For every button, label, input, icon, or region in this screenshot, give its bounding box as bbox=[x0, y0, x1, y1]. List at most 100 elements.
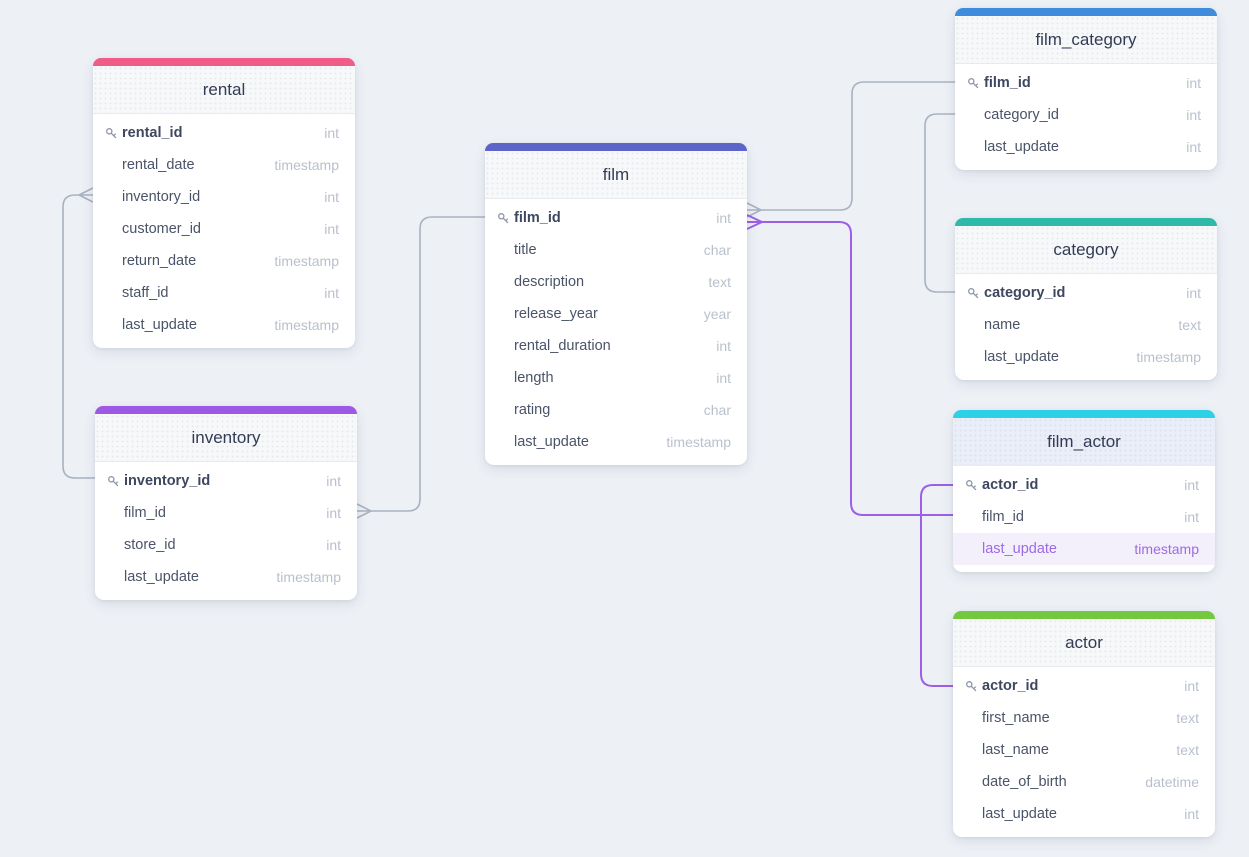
table-row[interactable]: last_update timestamp bbox=[485, 426, 747, 458]
connector-film_actor-actor[interactable] bbox=[920, 484, 953, 687]
connector-line bbox=[762, 221, 953, 516]
field-name: first_name bbox=[982, 710, 1050, 726]
table-title[interactable]: inventory bbox=[95, 414, 357, 462]
table-film_category[interactable]: film_category film_id int category_id int la… bbox=[955, 8, 1217, 170]
connector-inventory-film[interactable] bbox=[356, 216, 485, 519]
table-row[interactable]: date_of_birth datetime bbox=[953, 766, 1215, 798]
primary-key-icon bbox=[968, 77, 979, 88]
table-row[interactable]: last_update timestamp bbox=[953, 533, 1215, 565]
table-row[interactable]: category_id int bbox=[955, 99, 1217, 131]
connector-line bbox=[62, 194, 95, 479]
table-row[interactable]: rating char bbox=[485, 394, 747, 426]
table-row[interactable]: release_year year bbox=[485, 298, 747, 330]
table-row[interactable]: actor_id int bbox=[953, 670, 1215, 702]
connector-rental-inventory[interactable] bbox=[62, 187, 95, 479]
table-title[interactable]: category bbox=[955, 226, 1217, 274]
table-row[interactable]: rental_id int bbox=[93, 117, 355, 149]
table-fields: actor_id int first_name text last_name text da… bbox=[953, 667, 1215, 837]
table-row[interactable]: actor_id int bbox=[953, 469, 1215, 501]
field-type: timestamp bbox=[274, 157, 339, 173]
table-row[interactable]: film_id int bbox=[953, 501, 1215, 533]
crow-foot-icon bbox=[746, 214, 763, 230]
table-row[interactable]: inventory_id int bbox=[93, 181, 355, 213]
table-row[interactable]: customer_id int bbox=[93, 213, 355, 245]
field-type: int bbox=[326, 505, 341, 521]
field-name: last_update bbox=[984, 139, 1059, 155]
table-rental[interactable]: rental rental_id int rental_date timestamp i… bbox=[93, 58, 355, 348]
primary-key-icon bbox=[498, 212, 509, 223]
table-row[interactable]: last_update int bbox=[955, 131, 1217, 163]
table-row[interactable]: last_name text bbox=[953, 734, 1215, 766]
field-name: last_update bbox=[984, 349, 1059, 365]
connector-film-film_category[interactable] bbox=[746, 81, 955, 218]
field-name: rating bbox=[514, 402, 551, 418]
table-row[interactable]: category_id int bbox=[955, 277, 1217, 309]
table-inventory[interactable]: inventory inventory_id int film_id int store… bbox=[95, 406, 357, 600]
connector-film_category-category[interactable] bbox=[924, 113, 955, 293]
field-name: rental_date bbox=[122, 157, 195, 173]
field-name: actor_id bbox=[982, 678, 1039, 694]
connector-line bbox=[920, 484, 953, 687]
table-title[interactable]: film bbox=[485, 151, 747, 199]
connector-film-film_actor[interactable] bbox=[746, 214, 953, 516]
table-actor[interactable]: actor actor_id int first_name text last_name… bbox=[953, 611, 1215, 837]
table-row[interactable]: film_id int bbox=[955, 67, 1217, 99]
field-name: staff_id bbox=[122, 285, 169, 301]
table-row[interactable]: last_update int bbox=[953, 798, 1215, 830]
field-type: year bbox=[703, 306, 731, 322]
table-fields: film_id int title char description text releas… bbox=[485, 199, 747, 465]
table-title[interactable]: actor bbox=[953, 619, 1215, 667]
table-row[interactable]: title char bbox=[485, 234, 747, 266]
table-accent-stripe bbox=[485, 143, 747, 151]
table-row[interactable]: staff_id int bbox=[93, 277, 355, 309]
field-type: int bbox=[716, 370, 731, 386]
field-type: int bbox=[1184, 806, 1199, 822]
primary-key-icon bbox=[108, 475, 119, 486]
field-name: film_id bbox=[982, 509, 1024, 525]
field-type: int bbox=[324, 285, 339, 301]
table-row[interactable]: film_id int bbox=[95, 497, 357, 529]
field-name: last_update bbox=[514, 434, 589, 450]
field-type: timestamp bbox=[274, 253, 339, 269]
field-name: inventory_id bbox=[122, 189, 201, 205]
key-slot bbox=[965, 680, 982, 693]
field-type: int bbox=[1184, 509, 1199, 525]
table-row[interactable]: last_update timestamp bbox=[93, 309, 355, 341]
field-type: text bbox=[1178, 317, 1201, 333]
table-accent-stripe bbox=[953, 611, 1215, 619]
table-row[interactable]: name text bbox=[955, 309, 1217, 341]
field-type: text bbox=[1176, 742, 1199, 758]
key-slot bbox=[497, 212, 514, 225]
table-row[interactable]: length int bbox=[485, 362, 747, 394]
field-name: date_of_birth bbox=[982, 774, 1067, 790]
table-row[interactable]: last_update timestamp bbox=[95, 561, 357, 593]
primary-key-icon bbox=[966, 680, 977, 691]
table-row[interactable]: rental_date timestamp bbox=[93, 149, 355, 181]
table-title[interactable]: film_category bbox=[955, 16, 1217, 64]
table-category[interactable]: category category_id int name text last_upda… bbox=[955, 218, 1217, 380]
field-name: customer_id bbox=[122, 221, 201, 237]
key-slot bbox=[107, 475, 124, 488]
table-row[interactable]: return_date timestamp bbox=[93, 245, 355, 277]
field-name: inventory_id bbox=[124, 473, 211, 489]
table-row[interactable]: description text bbox=[485, 266, 747, 298]
table-row[interactable]: first_name text bbox=[953, 702, 1215, 734]
field-type: timestamp bbox=[666, 434, 731, 450]
field-type: int bbox=[716, 338, 731, 354]
key-slot bbox=[967, 77, 984, 90]
table-film_actor[interactable]: film_actor actor_id int film_id int last_upd… bbox=[953, 410, 1215, 572]
table-title[interactable]: rental bbox=[93, 66, 355, 114]
table-fields: category_id int name text last_update timesta… bbox=[955, 274, 1217, 380]
table-row[interactable]: last_update timestamp bbox=[955, 341, 1217, 373]
field-type: text bbox=[1176, 710, 1199, 726]
table-title[interactable]: film_actor bbox=[953, 418, 1215, 466]
primary-key-icon bbox=[106, 127, 117, 138]
table-row[interactable]: rental_duration int bbox=[485, 330, 747, 362]
primary-key-icon bbox=[966, 479, 977, 490]
field-type: timestamp bbox=[1134, 541, 1199, 557]
table-row[interactable]: store_id int bbox=[95, 529, 357, 561]
table-film[interactable]: film film_id int title char description text r… bbox=[485, 143, 747, 465]
table-row[interactable]: inventory_id int bbox=[95, 465, 357, 497]
table-row[interactable]: film_id int bbox=[485, 202, 747, 234]
